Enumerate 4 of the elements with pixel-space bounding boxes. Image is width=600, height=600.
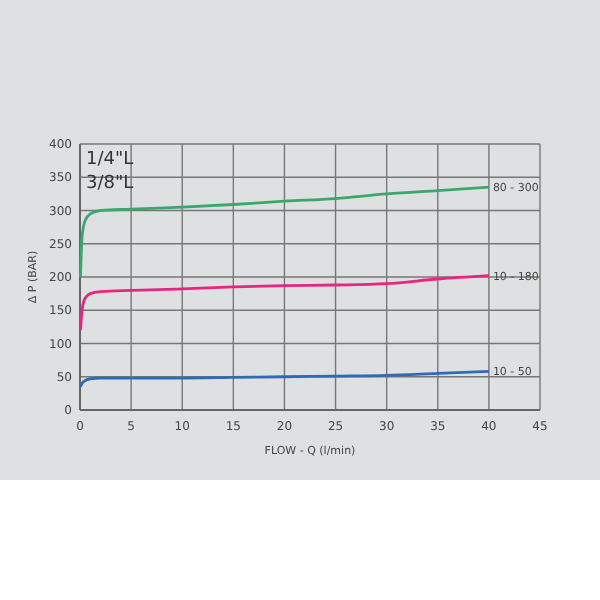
line-series (79, 274, 491, 332)
line-series (79, 370, 491, 389)
chart-title: 1/4"L (86, 150, 134, 170)
text: 3/8"L (86, 174, 134, 194)
